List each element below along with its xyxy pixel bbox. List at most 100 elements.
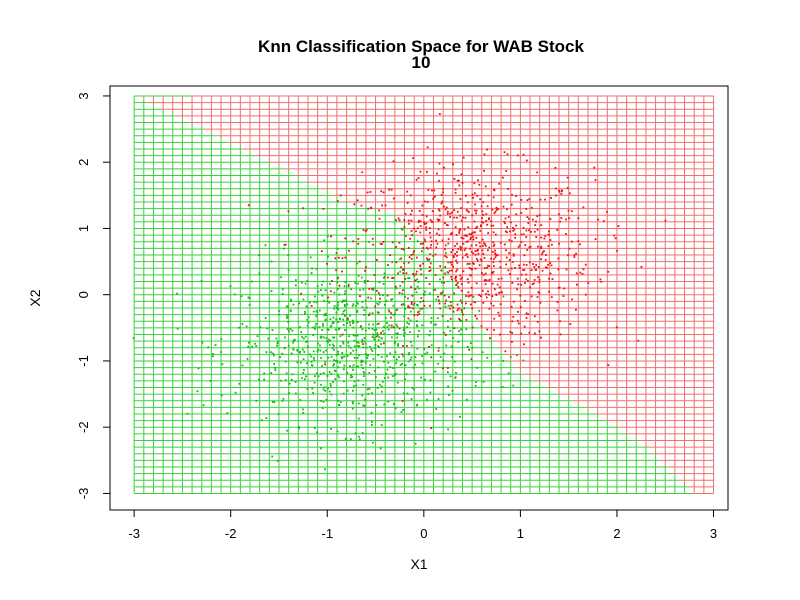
red-point (454, 253, 457, 255)
red-point (380, 332, 382, 334)
red-point (287, 210, 290, 213)
green-point (439, 356, 442, 358)
red-point (408, 306, 411, 309)
red-point (556, 301, 559, 303)
red-point (444, 302, 447, 305)
red-point (508, 258, 511, 261)
red-point (421, 214, 424, 216)
green-point (176, 327, 179, 330)
green-point (403, 392, 405, 395)
red-point (419, 220, 422, 223)
red-point (407, 306, 410, 309)
green-point (337, 399, 340, 402)
red-point (532, 282, 535, 285)
green-point (281, 352, 284, 355)
red-point (519, 294, 522, 297)
green-point (461, 310, 463, 313)
red-point (536, 171, 539, 174)
green-point (377, 354, 380, 356)
green-point (446, 371, 449, 374)
green-point (370, 424, 373, 426)
green-point (246, 358, 249, 360)
red-point (551, 278, 554, 280)
green-point (226, 412, 229, 414)
red-point (568, 247, 571, 250)
red-point (424, 200, 426, 203)
red-point (607, 364, 610, 367)
red-point (474, 253, 477, 256)
green-point (132, 337, 135, 339)
green-point (332, 364, 335, 367)
red-point (600, 280, 603, 283)
green-point (410, 344, 413, 347)
green-point (329, 384, 332, 387)
green-point (368, 345, 371, 348)
red-point (522, 153, 525, 156)
green-point (281, 292, 284, 295)
green-point (329, 283, 331, 285)
green-point (382, 330, 384, 333)
red-point (530, 230, 532, 233)
red-point (444, 272, 447, 275)
red-point (447, 242, 450, 245)
red-point (456, 268, 459, 271)
green-point (347, 341, 350, 344)
green-point (390, 298, 392, 301)
green-point (321, 283, 323, 286)
red-point (453, 245, 456, 247)
red-point (449, 317, 452, 320)
red-point (387, 264, 389, 266)
green-point (258, 378, 260, 381)
red-point (382, 342, 385, 345)
red-point (534, 224, 536, 227)
red-point (482, 274, 485, 276)
red-point (569, 323, 572, 325)
red-point (320, 250, 323, 253)
green-point (290, 309, 292, 312)
red-point (403, 219, 406, 221)
green-point (337, 366, 340, 369)
red-point (450, 301, 452, 303)
green-point (346, 389, 349, 392)
green-point (321, 329, 324, 331)
green-point (387, 309, 390, 311)
x-tick-label: -1 (321, 526, 333, 541)
green-point (501, 386, 504, 388)
red-point (533, 266, 536, 268)
green-point (486, 356, 489, 359)
red-point (512, 253, 515, 256)
red-point (455, 270, 457, 273)
red-point (525, 312, 528, 315)
red-point (448, 269, 451, 272)
green-point (373, 338, 376, 341)
green-point (292, 341, 295, 344)
red-point (581, 273, 584, 275)
red-point (489, 337, 491, 340)
red-point (486, 148, 488, 151)
red-point (397, 272, 399, 275)
green-point (397, 344, 400, 347)
red-point (368, 287, 371, 290)
red-point (482, 214, 485, 216)
red-point (549, 218, 552, 220)
green-point (414, 356, 417, 358)
red-point (441, 200, 444, 203)
green-point (404, 364, 407, 367)
red-point (474, 267, 477, 270)
green-point (286, 305, 289, 308)
green-point (364, 353, 367, 355)
green-point (302, 371, 305, 374)
red-point (334, 257, 337, 260)
green-point (197, 367, 200, 370)
red-point (496, 254, 499, 257)
green-point (320, 357, 322, 359)
green-point (248, 304, 251, 306)
green-point (264, 317, 267, 319)
red-point (558, 242, 560, 245)
red-point (483, 169, 485, 172)
green-point (429, 391, 432, 394)
x-tick-label: 1 (517, 526, 524, 541)
red-point (474, 209, 476, 212)
y-tick-label: -2 (76, 421, 91, 433)
green-point (453, 360, 456, 363)
